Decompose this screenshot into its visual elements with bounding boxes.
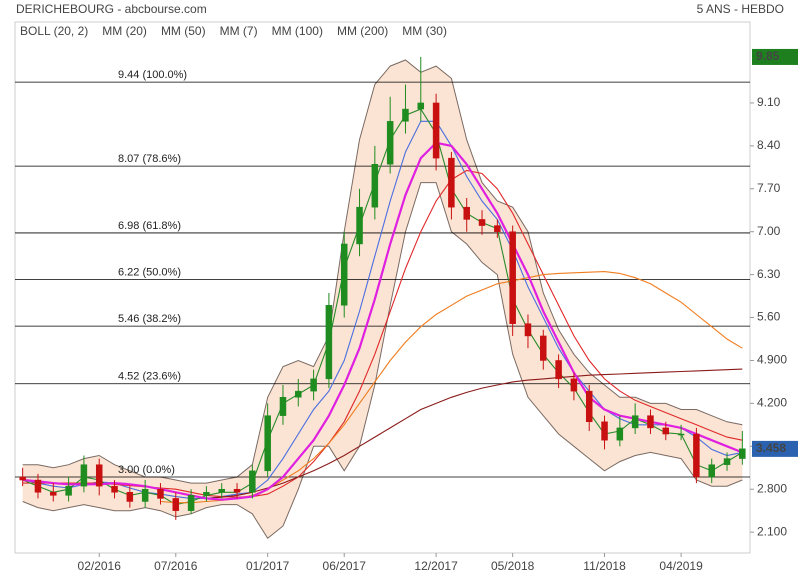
candle-body — [279, 397, 287, 416]
candle-body — [417, 102, 425, 110]
y-tick-label: 7.70 — [757, 181, 781, 195]
candle-body — [34, 479, 42, 493]
candle-body — [356, 206, 363, 245]
y-tick-label: 5.60 — [757, 310, 781, 324]
candle-body — [478, 219, 486, 226]
x-tick-label: 02/2016 — [78, 559, 122, 573]
candle-body — [126, 492, 134, 502]
y-tick-label: 8.40 — [757, 138, 781, 152]
candle-body — [50, 492, 57, 496]
candle-body — [249, 470, 256, 493]
candle-body — [708, 464, 715, 478]
x-tick-label: 12/2017 — [414, 559, 458, 573]
candle-body — [371, 164, 379, 208]
fib-label: 6.22 (50.0%) — [118, 266, 181, 278]
x-tick-label: 01/2017 — [246, 559, 290, 573]
y-tick-label: 2.100 — [757, 524, 787, 538]
candle-body — [723, 458, 731, 465]
legend-entry: MM (50) — [161, 24, 206, 38]
candle-body — [693, 433, 700, 478]
fib-label: 9.44 (100.0%) — [118, 69, 187, 81]
candle-body — [386, 121, 394, 165]
max-value-label: 9.85 — [756, 49, 780, 63]
legend-entry: MM (7) — [220, 24, 258, 38]
candle-body — [218, 488, 225, 493]
x-tick-label: 07/2016 — [154, 559, 198, 573]
y-tick-label: 6.30 — [757, 267, 781, 281]
candle-body — [340, 243, 348, 306]
y-tick-label: 4.200 — [757, 396, 787, 410]
candle-body — [19, 476, 26, 481]
candle-body — [524, 323, 532, 337]
candle-body — [187, 495, 195, 511]
last-value-label: 3.458 — [756, 441, 786, 455]
bollinger-upper — [22, 59, 743, 484]
max-value-box — [752, 48, 798, 65]
legend-entry: MM (20) — [102, 24, 147, 38]
candle-body — [295, 390, 302, 398]
candle-body — [325, 305, 333, 380]
y-tick-label: 9.10 — [757, 95, 781, 109]
candle-body — [601, 421, 608, 441]
y-tick-label: 2.800 — [757, 481, 787, 495]
candle-body — [585, 390, 593, 423]
legend-entry: MM (200) — [337, 24, 388, 38]
candle-body — [494, 225, 501, 232]
moving-average — [206, 368, 743, 499]
fib-label: 6.98 (61.8%) — [118, 220, 181, 232]
y-tick-label: 4.900 — [757, 353, 787, 367]
candle-body — [95, 464, 103, 487]
candle-body — [509, 231, 516, 324]
candle-body — [739, 448, 746, 459]
y-tick-label: 7.00 — [757, 224, 781, 238]
x-tick-label: 06/2017 — [323, 559, 367, 573]
moving-average — [22, 141, 743, 501]
x-tick-label: 11/2018 — [583, 559, 626, 573]
plot-frame — [14, 21, 751, 554]
candle-body — [432, 102, 440, 159]
legend-entry: BOLL (20, 2) — [20, 24, 88, 38]
chart-title: DERICHEBOURG - abcbourse.com — [16, 2, 207, 16]
x-tick-label: 05/2018 — [491, 559, 535, 573]
candle-body — [141, 488, 149, 502]
candle-body — [172, 498, 180, 511]
fib-label: 3.00 (0.0%) — [118, 464, 175, 476]
candle-body — [647, 415, 654, 429]
candle-body — [65, 485, 72, 496]
candle-body — [540, 335, 547, 361]
candle-body — [616, 427, 624, 441]
candle-body — [448, 157, 455, 208]
fib-label: 8.07 (78.6%) — [118, 153, 181, 165]
x-tick-label: 04/2019 — [659, 559, 703, 573]
candle-body — [233, 488, 241, 493]
candle-body — [203, 492, 210, 496]
candle-body — [677, 433, 685, 436]
candle-body — [80, 464, 88, 487]
period-label: 5 ANS - HEBDO — [697, 2, 784, 16]
candle-body — [310, 378, 317, 392]
candle-body — [111, 485, 118, 493]
candle-body — [402, 108, 409, 122]
legend-entry: MM (100) — [272, 24, 323, 38]
fib-label: 5.46 (38.2%) — [118, 313, 181, 325]
candle-body — [631, 415, 639, 429]
candle-body — [555, 360, 562, 380]
candle-body — [157, 488, 164, 499]
legend-entry: MM (30) — [402, 24, 447, 38]
bollinger-band — [22, 60, 743, 539]
candle-body — [570, 378, 578, 392]
fib-label: 4.52 (23.6%) — [118, 371, 181, 383]
candle-body — [264, 415, 271, 472]
last-value-box — [752, 440, 798, 457]
candle-body — [463, 206, 470, 220]
bollinger-lower — [22, 182, 743, 540]
candle-body — [662, 427, 670, 435]
